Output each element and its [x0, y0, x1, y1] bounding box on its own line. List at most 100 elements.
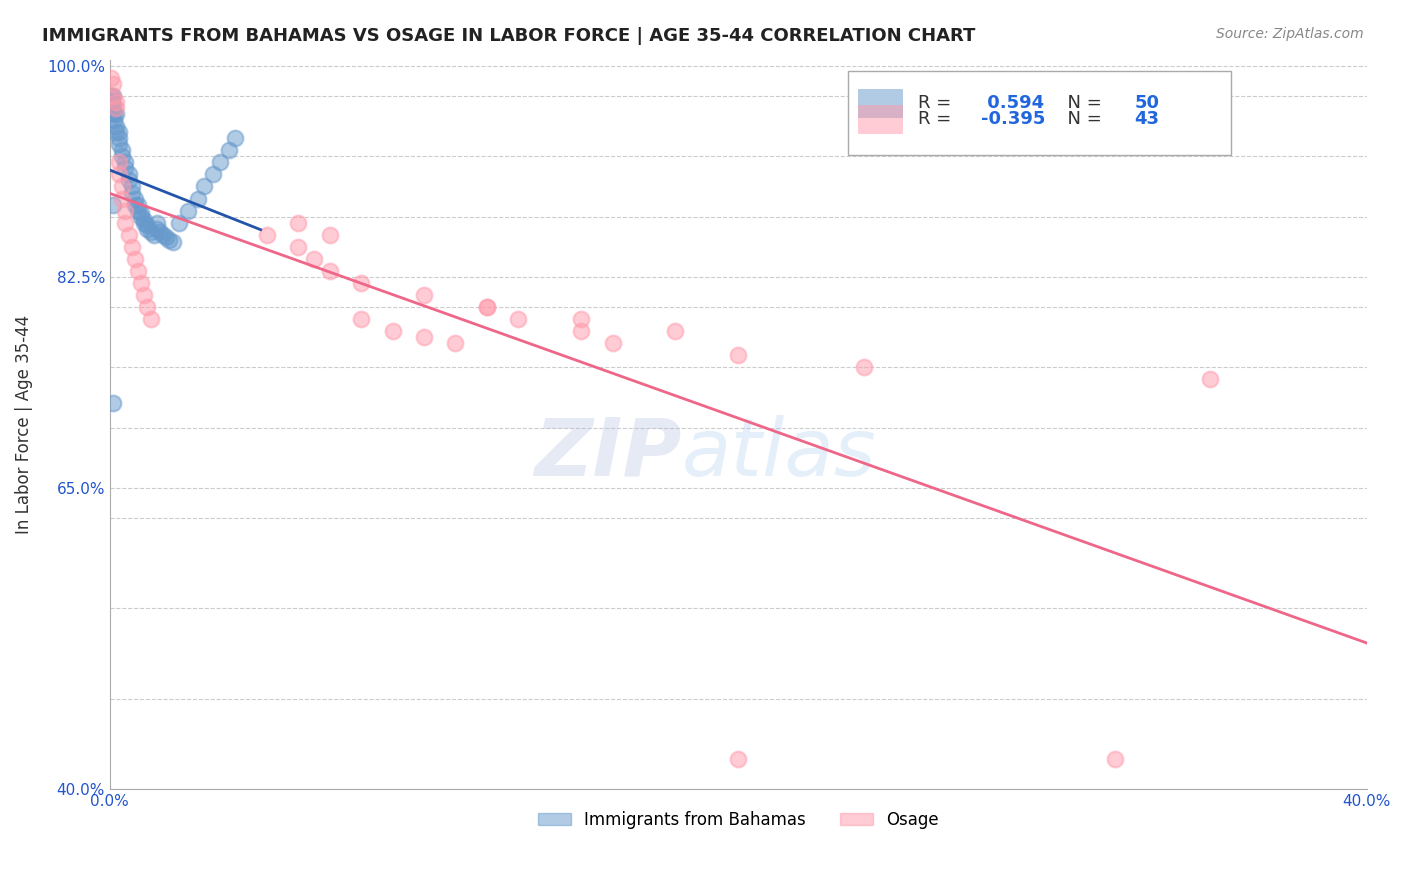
- Point: [602, 336, 624, 351]
- Point: [124, 192, 146, 206]
- Text: ZIP: ZIP: [534, 415, 682, 492]
- Point: [146, 221, 169, 235]
- Point: [105, 120, 128, 134]
- Point: [108, 125, 131, 139]
- Point: [256, 227, 278, 242]
- Point: [127, 203, 149, 218]
- Point: [302, 252, 325, 266]
- Point: [146, 216, 169, 230]
- Point: [155, 230, 177, 244]
- Point: [101, 89, 124, 103]
- Point: [413, 288, 436, 302]
- Point: [381, 324, 404, 338]
- Point: [152, 227, 174, 242]
- Point: [569, 312, 592, 326]
- Point: [187, 192, 209, 206]
- Point: [101, 77, 124, 91]
- Point: [139, 312, 162, 326]
- Point: [101, 89, 124, 103]
- Text: N =: N =: [1056, 94, 1108, 112]
- Point: [444, 336, 467, 351]
- Point: [475, 300, 498, 314]
- Point: [162, 235, 184, 249]
- Point: [111, 192, 134, 206]
- Point: [108, 131, 131, 145]
- Text: atlas: atlas: [682, 415, 876, 492]
- Point: [129, 210, 152, 224]
- Point: [121, 179, 143, 194]
- Point: [100, 70, 122, 85]
- Point: [108, 155, 131, 169]
- Point: [103, 107, 125, 121]
- Text: 43: 43: [1135, 110, 1160, 128]
- Point: [134, 288, 156, 302]
- Bar: [848, 70, 1232, 154]
- Point: [134, 216, 156, 230]
- Bar: [858, 105, 901, 133]
- Point: [129, 206, 152, 220]
- Point: [208, 155, 231, 169]
- Point: [193, 179, 215, 194]
- Point: [136, 300, 159, 314]
- Text: R =: R =: [918, 94, 957, 112]
- Point: [121, 240, 143, 254]
- Point: [664, 324, 686, 338]
- Point: [121, 186, 143, 200]
- Point: [149, 225, 172, 239]
- Bar: [858, 89, 901, 117]
- Point: [202, 168, 225, 182]
- Point: [350, 312, 373, 326]
- Point: [101, 396, 124, 410]
- Point: [167, 216, 190, 230]
- Point: [475, 300, 498, 314]
- Point: [350, 276, 373, 290]
- Point: [114, 203, 136, 218]
- Point: [127, 197, 149, 211]
- Point: [105, 101, 128, 115]
- Point: [319, 227, 342, 242]
- Point: [177, 203, 200, 218]
- Point: [569, 324, 592, 338]
- Point: [139, 225, 162, 239]
- Point: [508, 312, 530, 326]
- Point: [108, 137, 131, 152]
- Point: [111, 149, 134, 163]
- Point: [287, 240, 309, 254]
- Point: [114, 216, 136, 230]
- Point: [127, 264, 149, 278]
- Text: -0.395: -0.395: [981, 110, 1045, 128]
- Point: [117, 168, 139, 182]
- Point: [105, 125, 128, 139]
- Point: [727, 752, 749, 766]
- Point: [111, 144, 134, 158]
- Point: [853, 360, 876, 375]
- Point: [114, 161, 136, 176]
- Point: [1198, 372, 1220, 386]
- Point: [1104, 752, 1126, 766]
- Text: 0.594: 0.594: [981, 94, 1045, 112]
- Point: [101, 104, 124, 119]
- Text: 50: 50: [1135, 94, 1160, 112]
- Point: [218, 144, 240, 158]
- Point: [287, 216, 309, 230]
- Point: [159, 233, 181, 247]
- Y-axis label: In Labor Force | Age 35-44: In Labor Force | Age 35-44: [15, 315, 32, 534]
- Point: [108, 168, 131, 182]
- Point: [101, 197, 124, 211]
- Point: [224, 131, 246, 145]
- Point: [413, 330, 436, 344]
- Text: N =: N =: [1056, 110, 1108, 128]
- Text: R =: R =: [918, 110, 957, 128]
- Point: [136, 221, 159, 235]
- Point: [101, 97, 124, 112]
- Point: [124, 252, 146, 266]
- Text: IMMIGRANTS FROM BAHAMAS VS OSAGE IN LABOR FORCE | AGE 35-44 CORRELATION CHART: IMMIGRANTS FROM BAHAMAS VS OSAGE IN LABO…: [42, 27, 976, 45]
- Point: [142, 227, 165, 242]
- Point: [105, 95, 128, 109]
- Point: [114, 155, 136, 169]
- Point: [111, 179, 134, 194]
- Point: [117, 227, 139, 242]
- Point: [117, 173, 139, 187]
- Point: [101, 95, 124, 109]
- Point: [136, 218, 159, 232]
